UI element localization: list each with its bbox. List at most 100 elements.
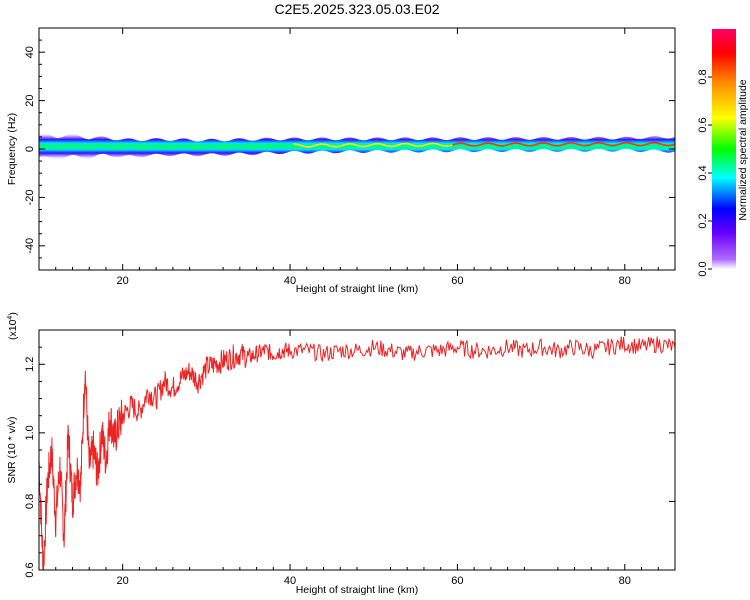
spectral-ridge-core-segment	[282, 145, 286, 148]
spectral-ridge-core-segment	[134, 146, 138, 150]
spectral-ridge-core-segment	[523, 144, 527, 147]
spectrogram-panel: 20 40 60 80 40 20 0 -20 -40 Height of straight l…	[6, 27, 676, 295]
spectral-ridge-core-segment	[603, 142, 607, 146]
snr-x-tick-label: 40	[284, 575, 296, 587]
spectral-ridge-core-segment	[256, 145, 260, 149]
colorbar-tick-label: 0.2	[697, 213, 709, 228]
spectral-ridge-core-segment	[120, 146, 124, 149]
snr-y-tick-label: 0.6	[24, 562, 36, 577]
spectral-ridge-core-segment	[301, 144, 305, 148]
spectral-ridge-core-segment	[65, 144, 69, 148]
spectral-ridge-core-segment	[232, 145, 236, 148]
spectral-ridge-core-segment	[629, 142, 633, 145]
colorbar: 0.0 0.2 0.4 0.6 0.8 Normalized spectral ampl…	[697, 29, 749, 277]
spectral-ridge-core-segment	[59, 146, 64, 150]
spectral-ridge-core-segment	[203, 146, 207, 149]
spectral-ridge-core-segment	[314, 144, 318, 147]
spectral-ridge-core-segment	[144, 147, 148, 150]
spectral-ridge-core-segment	[396, 143, 400, 147]
spectral-ridge-core-segment	[669, 144, 673, 147]
snr-multiplier-exp: 4	[7, 316, 14, 320]
spectral-ridge-core-segment	[104, 144, 109, 148]
snr-frame	[38, 329, 676, 571]
colorbar-label: Normalized spectral amplitude	[737, 79, 749, 220]
spectral-ridge-core-segment	[436, 143, 440, 146]
spectral-ridge-core-segment	[385, 144, 389, 148]
spectral-ridge-core-segment	[372, 143, 376, 146]
spectral-ridge-core-segment	[613, 144, 617, 147]
spectral-ridge-core-segment	[62, 145, 66, 149]
spectral-ridge-core-segment	[147, 146, 151, 149]
spectrogram-x-tick-label: 40	[284, 275, 296, 287]
spectral-ridge-core-segment	[189, 146, 193, 149]
spectral-ridge-core-segment	[566, 142, 570, 145]
spectral-ridge-core-segment	[123, 146, 127, 149]
spectral-ridge-core-segment	[83, 147, 87, 150]
spectral-ridge-core-segment	[452, 143, 456, 146]
spectral-ridge-core-segment	[258, 144, 262, 148]
spectral-ridge-core-segment	[574, 142, 578, 145]
spectral-ridge-core-segment	[97, 144, 101, 147]
spectrogram-x-tick-label: 20	[117, 275, 129, 287]
colorbar-tick-label: 0.4	[697, 165, 709, 180]
spectral-ridge-core-segment	[521, 143, 525, 146]
spectral-ridge-core-segment	[245, 145, 249, 149]
spectral-ridge-core-segment	[462, 142, 466, 145]
spectral-ridge-core-segment	[478, 143, 482, 147]
spectral-ridge-core-segment	[81, 146, 85, 149]
colorbar-tick-label: 0.6	[697, 117, 709, 132]
spectral-ridge-core-segment	[465, 143, 469, 146]
spectral-ridge-core-segment	[327, 144, 331, 147]
spectral-ridge-core-segment	[287, 143, 291, 147]
spectral-ridge-core-segment	[94, 145, 98, 148]
spectral-ridge-core-segment	[600, 142, 604, 145]
spectral-ridge-core-segment	[635, 143, 639, 147]
spectral-ridge-core-segment	[399, 143, 403, 146]
spectral-ridge-core-segment	[645, 142, 649, 146]
spectral-ridge-core-segment	[534, 143, 538, 146]
spectral-ridge-core-segment	[489, 142, 493, 145]
spectral-ridge-core-segment	[592, 142, 596, 145]
spectrogram-y-tick-label: -40	[24, 238, 36, 254]
spectral-ridge-core-segment	[78, 145, 82, 148]
spectral-ridge-core-segment	[428, 142, 432, 145]
spectral-ridge-core-segment	[409, 143, 413, 146]
spectral-ridge-core-segment	[107, 145, 111, 149]
spectral-ridge-core-segment	[393, 144, 397, 147]
snr-x-tick-label: 80	[619, 575, 631, 587]
spectral-ridge-core-segment	[89, 147, 93, 150]
snr-y-axis-label: SNR (10 * v/v)	[6, 416, 18, 483]
spectral-ridge-core-segment	[131, 146, 135, 149]
spectral-ridge-core-segment	[642, 143, 647, 147]
spectral-ridge-core-segment	[605, 143, 609, 146]
spectral-ridge-core-segment	[216, 146, 220, 149]
spectral-ridge-core-segment	[370, 143, 374, 146]
spectral-ridge-core-segment	[49, 145, 53, 149]
spectral-ridge-core-segment	[219, 146, 223, 150]
spectral-ridge-core-segment	[407, 142, 411, 146]
spectral-ridge-core-segment	[632, 143, 636, 146]
spectral-ridge-core-segment	[425, 143, 429, 146]
spectral-ridge-core-segment	[412, 144, 416, 147]
snr-x-axis-label: Height of straight line (km)	[296, 584, 419, 596]
spectral-ridge-core-segment	[248, 146, 252, 149]
spectrogram-ticks: 20 40 60 80 40 20 0 -20 -40	[24, 27, 676, 287]
colorbar-tick-label: 0.8	[697, 69, 709, 84]
spectral-ridge-core-segment	[587, 144, 591, 147]
spectral-ridge-core-segment	[441, 144, 445, 147]
spectral-ridge-core-segment	[423, 144, 427, 147]
spectral-ridge-core-segment	[356, 144, 360, 147]
spectral-ridge-core-segment	[531, 144, 535, 147]
spectral-ridge-core-segment	[507, 143, 511, 146]
snr-y-tick-label: 0.8	[24, 494, 36, 509]
spectral-ridge-core-segment	[449, 144, 453, 147]
spectral-ridge-core-segment	[192, 147, 196, 150]
spectral-ridge-core-segment	[505, 143, 509, 147]
spectral-ridge-band	[39, 132, 675, 160]
spectral-ridge-core-segment	[274, 145, 278, 148]
spectral-ridge-core-segment	[351, 143, 355, 146]
spectral-ridge-core-segment	[171, 147, 175, 150]
spectral-ridge-core-segment	[110, 146, 114, 150]
spectral-ridge-core-segment	[324, 143, 329, 146]
snr-x-tick-label: 20	[117, 575, 129, 587]
